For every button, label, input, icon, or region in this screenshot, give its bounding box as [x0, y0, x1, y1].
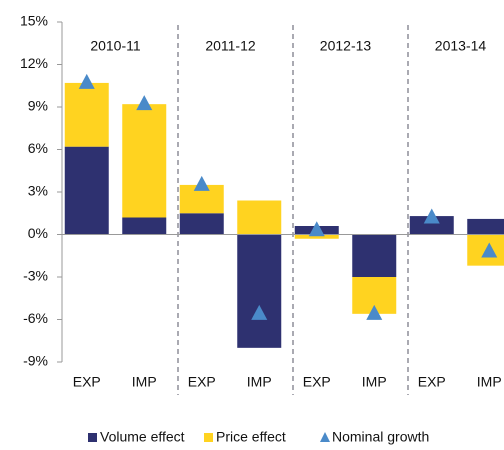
- group-label: 2011-12: [205, 38, 256, 54]
- bar: [122, 104, 167, 218]
- bar: [467, 218, 504, 235]
- y-tick-label: 6%: [28, 140, 48, 156]
- x-tick-label: EXP: [188, 374, 216, 390]
- bar: [352, 234, 397, 277]
- bar: [409, 216, 454, 235]
- legend-swatch: [204, 433, 213, 442]
- bar: [237, 234, 282, 348]
- group-label: 2012-13: [320, 38, 372, 54]
- legend-swatch: [88, 433, 97, 442]
- group-label: 2013-14: [435, 38, 487, 54]
- bar: [179, 213, 224, 235]
- bar: [237, 200, 282, 235]
- marker: [481, 242, 498, 258]
- marker: [423, 208, 440, 224]
- bar: [64, 82, 109, 147]
- marker: [78, 73, 95, 89]
- bar: [64, 146, 109, 235]
- marker: [193, 175, 210, 191]
- legend-marker: [320, 432, 330, 442]
- x-tick-label: IMP: [132, 374, 157, 390]
- x-tick-label: EXP: [303, 374, 331, 390]
- legend-label: Volume effect: [100, 429, 185, 445]
- marker: [308, 221, 325, 237]
- y-tick-label: -9%: [23, 353, 48, 369]
- group-label: 2010-11: [90, 38, 141, 54]
- y-tick-label: -6%: [23, 310, 48, 326]
- bar: [294, 234, 339, 239]
- y-tick-label: 12%: [20, 55, 48, 71]
- marker: [366, 304, 383, 320]
- marker: [136, 95, 153, 111]
- x-tick-label: EXP: [418, 374, 446, 390]
- x-tick-label: IMP: [477, 374, 502, 390]
- y-tick-label: 15%: [20, 13, 48, 29]
- legend-label: Nominal growth: [332, 429, 429, 445]
- y-tick-label: 0%: [28, 225, 48, 241]
- y-tick-label: 9%: [28, 98, 48, 114]
- bar: [122, 217, 167, 235]
- y-tick-label: -3%: [23, 268, 48, 284]
- x-tick-label: IMP: [247, 374, 272, 390]
- marker: [251, 304, 268, 320]
- legend-label: Price effect: [216, 429, 286, 445]
- x-tick-label: EXP: [73, 374, 101, 390]
- y-tick-label: 3%: [28, 183, 48, 199]
- x-tick-label: IMP: [362, 374, 387, 390]
